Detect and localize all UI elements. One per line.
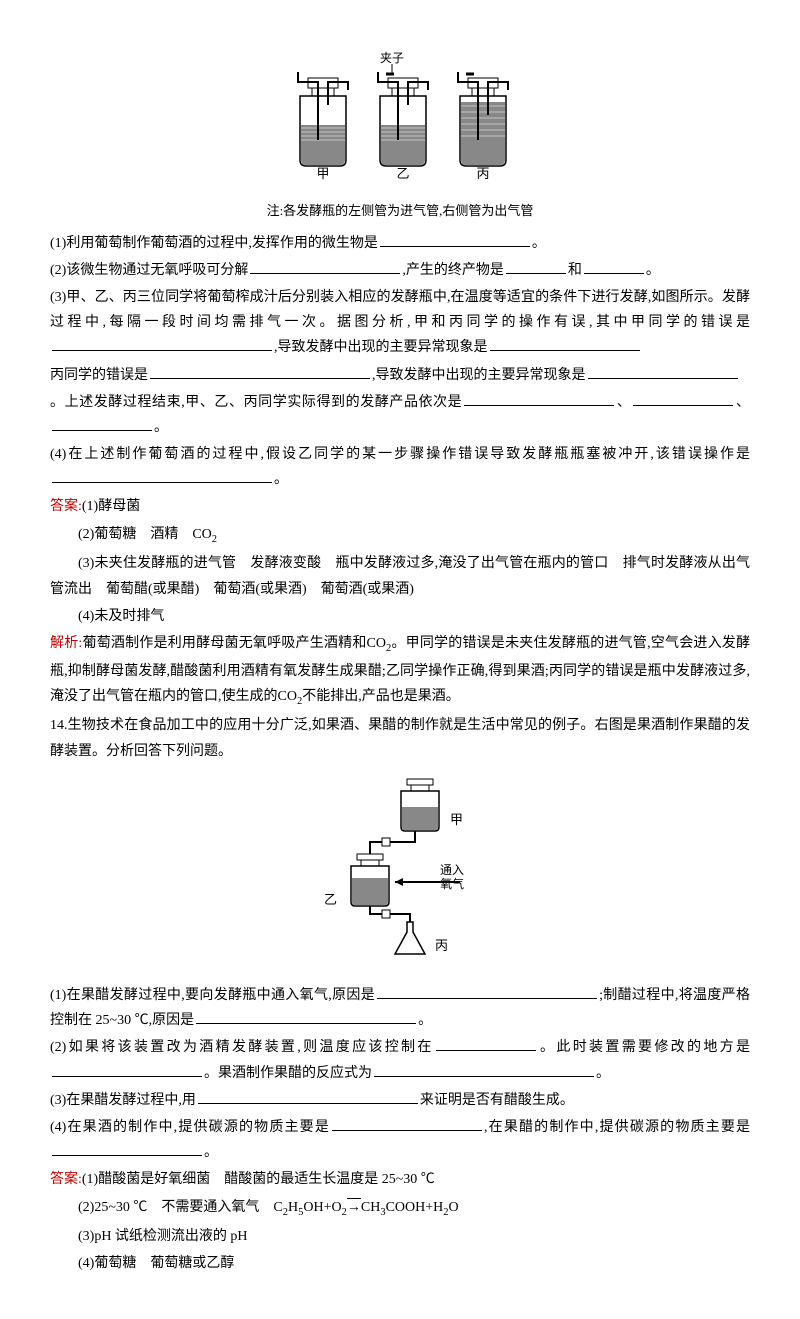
diagram1-caption: 注:各发酵瓶的左侧管为进气管,右侧管为出气管: [50, 199, 750, 222]
q14-1: (1)在果醋发酵过程中,要向发酵瓶中通入氧气,原因是;制醋过程中,将温度严格控制…: [50, 983, 750, 1033]
answer13-3: (3)未夹住发酵瓶的进气管 发酵液变酸 瓶中发酵液过多,淹没了出气管在瓶内的管口…: [50, 551, 750, 601]
svg-text:甲: 甲: [316, 166, 329, 180]
q13-2: (2)该微生物通过无氧呼吸可分解,产生的终产物是和。: [50, 258, 750, 283]
svg-text:氧气: 氧气: [440, 876, 464, 891]
q13-3: (3)甲、乙、丙三位同学将葡萄榨成汁后分别装入相应的发酵瓶中,在温度等适宜的条件…: [50, 285, 750, 361]
clip-label: 夹子: [380, 51, 404, 65]
answer13-2: (2)葡萄糖 酒精 CO2: [50, 522, 750, 550]
answer14: 答案:(1)醋酸菌是好氧细菌 醋酸菌的最适生长温度是 25~30 ℃: [50, 1167, 750, 1192]
q14-3: (3)在果醋发酵过程中,用来证明是否有醋酸生成。: [50, 1088, 750, 1113]
answer13-4: (4)未及时排气: [50, 604, 750, 629]
svg-text:丙: 丙: [435, 938, 448, 953]
explain13: 解析:葡萄酒制作是利用酵母菌无氧呼吸产生酒精和CO2。甲同学的错误是未夹住发酵瓶…: [50, 631, 750, 712]
q13-3b: 丙同学的错误是,导致发酵中出现的主要异常现象是: [50, 363, 750, 388]
q14-4: (4)在果酒的制作中,提供碳源的物质主要是,在果醋的制作中,提供碳源的物质主要是…: [50, 1115, 750, 1165]
answer14-4: (4)葡萄糖 葡萄糖或乙醇: [50, 1251, 750, 1276]
q13-4: (4)在上述制作葡萄酒的过程中,假设乙同学的某一步骤操作错误导致发酵瓶瓶塞被冲开…: [50, 442, 750, 492]
svg-text:丙: 丙: [476, 166, 489, 180]
q14-intro: 14.生物技术在食品加工中的应用十分广泛,如果酒、果醋的制作就是生活中常见的例子…: [50, 713, 750, 763]
svg-text:甲: 甲: [450, 812, 463, 827]
answer14-2: (2)25~30 ℃ 不需要通入氧气 C2H5OH+O2→CH3COOH+H2O: [50, 1195, 750, 1223]
diagram-three-bottles: 夹子 甲: [50, 50, 750, 189]
answer14-3: (3)pH 试纸检测流出液的 pH: [50, 1224, 750, 1249]
svg-text:乙: 乙: [324, 892, 337, 907]
answer13: 答案:(1)酵母菌: [50, 494, 750, 519]
diagram-vinegar-apparatus: 甲 乙 通入 氧气 丙: [50, 774, 750, 973]
q13-3c: 。上述发酵过程结束,甲、乙、丙同学实际得到的发酵产品依次是、、。: [50, 390, 750, 440]
q13-1: (1)利用葡萄制作葡萄酒的过程中,发挥作用的微生物是。: [50, 231, 750, 256]
svg-text:通入: 通入: [440, 863, 464, 877]
svg-text:乙: 乙: [396, 166, 409, 180]
q14-2: (2)如果将该装置改为酒精发酵装置,则温度应该控制在。此时装置需要修改的地方是。…: [50, 1035, 750, 1085]
